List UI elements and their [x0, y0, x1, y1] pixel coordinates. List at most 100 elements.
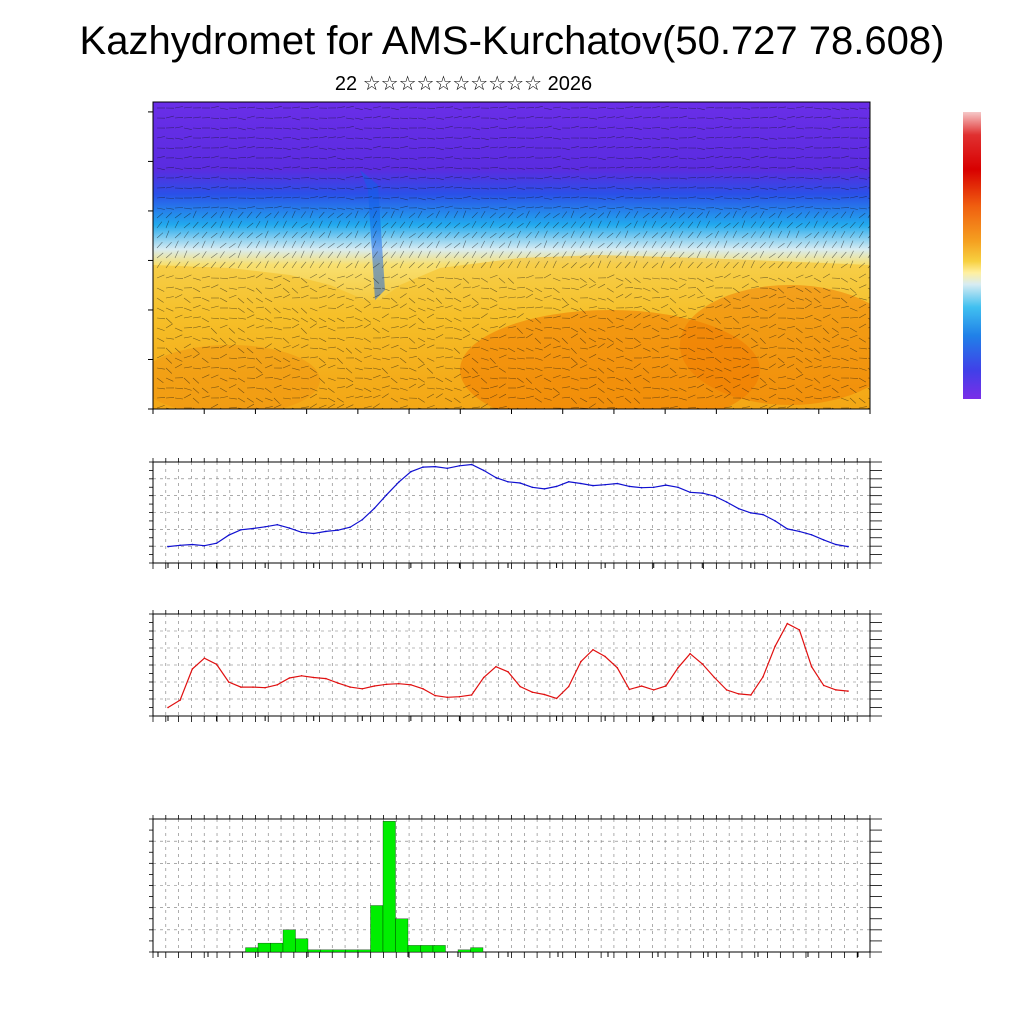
wind-barb — [165, 347, 173, 354]
wind-barb — [264, 387, 272, 393]
wind-barb — [642, 325, 651, 329]
wind-barb — [678, 397, 687, 401]
temp-point — [167, 706, 169, 709]
wind-barb — [210, 186, 219, 189]
wind-barb — [174, 207, 184, 209]
wind-barb — [696, 250, 701, 259]
wind-barb — [714, 196, 723, 199]
wind-barb — [552, 277, 561, 282]
wind-barb — [390, 387, 399, 390]
pmsl-point — [737, 507, 740, 510]
wind-barb — [822, 221, 829, 229]
wind-barb — [786, 297, 795, 303]
wind-barb — [309, 323, 317, 329]
wind-barb — [219, 277, 229, 280]
wind-barb — [462, 232, 470, 239]
wind-barb — [507, 396, 516, 399]
wind-barb — [651, 287, 659, 293]
wind-barb — [471, 187, 481, 190]
wind-barb — [840, 230, 846, 239]
wind-barb — [300, 277, 308, 284]
wind-barb — [660, 211, 667, 219]
wind-barb — [228, 337, 236, 343]
wind-barb — [390, 167, 400, 169]
wind-barb — [255, 117, 265, 119]
wind-barb — [327, 167, 337, 169]
wind-barb — [345, 197, 354, 201]
wind-barb — [633, 210, 639, 219]
wind-barb — [561, 251, 567, 259]
wind-barb — [444, 106, 453, 109]
wind-barb — [273, 177, 282, 180]
wind-barb — [606, 210, 611, 219]
wind-barb — [228, 327, 236, 334]
wind-barb — [768, 277, 777, 281]
wind-barb — [552, 222, 559, 229]
wind-barb — [696, 347, 705, 351]
wind-barb — [858, 186, 867, 189]
wind-barb — [597, 260, 602, 269]
wind-barb — [795, 262, 803, 269]
wind-barb — [786, 384, 795, 389]
wind-barb — [570, 241, 577, 249]
wind-barb — [381, 367, 388, 374]
wind-barb — [570, 357, 578, 364]
wind-barb — [462, 294, 471, 299]
wind-barb — [714, 126, 723, 129]
wind-barb — [156, 136, 165, 139]
wind-barb — [327, 147, 336, 151]
wind-barb — [480, 347, 489, 352]
wind-barb — [642, 241, 648, 249]
wind-barb — [759, 221, 765, 229]
wind-barb — [813, 305, 822, 309]
wind-barb — [174, 363, 183, 369]
wind-barb — [678, 283, 686, 289]
wind-barb — [291, 231, 298, 239]
wind-barb — [795, 205, 804, 209]
wind-barb — [651, 277, 660, 280]
wind-barb — [543, 377, 552, 382]
wind-barb — [282, 345, 291, 349]
wind-barb — [795, 357, 803, 363]
wind-barb — [462, 353, 471, 359]
precip-bar — [470, 947, 484, 953]
wind-barb — [300, 285, 309, 289]
wind-barb — [228, 397, 237, 400]
wind-barb — [516, 230, 521, 239]
wind-barb — [858, 347, 867, 350]
wind-barb — [399, 136, 408, 139]
wind-barb — [489, 385, 498, 389]
wind-barb — [741, 316, 750, 319]
wind-barb — [462, 346, 471, 349]
wind-barb — [507, 207, 516, 210]
wind-barb — [498, 406, 507, 409]
pmsl-point — [616, 482, 619, 485]
wind-barb — [759, 117, 769, 119]
wind-barb — [651, 366, 660, 369]
wind-barb — [660, 251, 666, 259]
temp-point — [786, 622, 789, 625]
wind-barb — [165, 337, 174, 340]
wind-barb — [345, 157, 354, 160]
wind-barb — [462, 277, 470, 284]
wind-barb — [336, 243, 344, 249]
wind-barb — [534, 211, 541, 219]
wind-barb — [399, 106, 408, 109]
wind-barb — [669, 137, 678, 140]
pmsl-point — [385, 494, 388, 496]
wind-barb — [777, 251, 784, 259]
wind-barb — [246, 241, 253, 249]
wind-barb — [534, 327, 543, 332]
wind-barb — [228, 137, 237, 140]
wind-barb — [417, 317, 425, 324]
wind-barb — [426, 107, 436, 109]
wind-barb — [597, 283, 606, 289]
wind-barb — [750, 155, 759, 159]
wind-barb — [408, 285, 417, 289]
wind-barb — [723, 251, 729, 259]
wind-barb — [660, 337, 669, 340]
wind-barb — [651, 220, 657, 229]
temp-line — [167, 622, 849, 709]
wind-barb — [777, 196, 786, 199]
wind-barb — [156, 274, 165, 279]
